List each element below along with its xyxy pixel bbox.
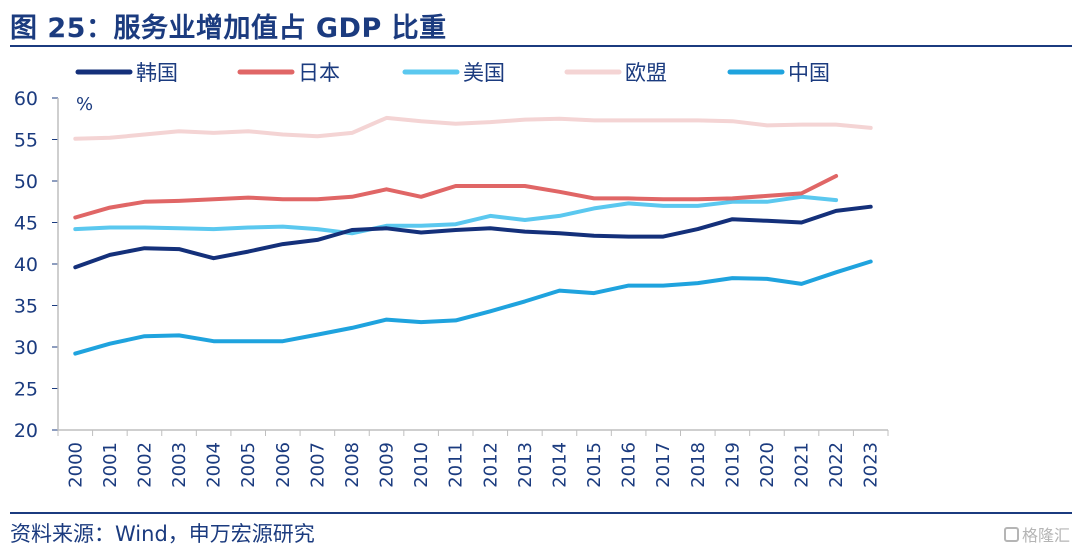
- x-tick-label: 2015: [584, 442, 605, 488]
- legend-label: 美国: [463, 61, 505, 85]
- x-tick-label: 2014: [549, 442, 570, 488]
- x-tick-label: 2008: [342, 442, 363, 488]
- title-divider: [10, 45, 1072, 47]
- y-tick-label: 45: [14, 213, 38, 235]
- legend-label: 欧盟: [625, 61, 667, 85]
- series-line-1: [73, 204, 873, 270]
- y-tick-label: 50: [14, 171, 38, 193]
- y-tick-label: 40: [14, 254, 38, 276]
- x-tick-label: 2001: [100, 442, 121, 488]
- x-tick-label: 2018: [688, 442, 709, 488]
- x-tick-label: 2010: [411, 442, 432, 488]
- x-tick-label: 2012: [480, 442, 501, 488]
- y-tick-label: 20: [14, 420, 38, 442]
- page-title: 图 25：服务业增加值占 GDP 比重: [10, 13, 447, 44]
- y-axis: 20 25 30 35 40 45 50 55 60: [14, 88, 59, 442]
- x-tick-label: 2005: [238, 442, 259, 488]
- x-tick-label: 2009: [377, 442, 398, 488]
- x-tick-label: 2007: [307, 442, 328, 488]
- x-tick-label: 2003: [169, 442, 190, 488]
- watermark-logo-icon: [1003, 526, 1019, 542]
- source-note: 资料来源：Wind，申万宏源研究: [10, 522, 315, 546]
- x-tick-label: 2011: [446, 442, 467, 488]
- x-tick-label: 2013: [515, 442, 536, 488]
- y-axis-unit-label: %: [76, 94, 93, 115]
- y-tick-label: 60: [14, 88, 38, 110]
- legend-label: 日本: [298, 61, 340, 85]
- y-tick-label: 25: [14, 379, 38, 401]
- x-axis: 2000 2001 2002 2003 2004 2005 2006 2007 2008 2009…: [57, 429, 889, 488]
- x-tick-label: 2019: [722, 442, 743, 488]
- x-tick-label: 2006: [273, 442, 294, 488]
- x-tick-label: 2023: [861, 442, 882, 488]
- watermark: 格隆汇: [1003, 522, 1070, 546]
- y-tick-label: 30: [14, 337, 38, 359]
- series-line-3: [73, 194, 839, 236]
- series-line-4: [73, 115, 873, 141]
- y-tick-label: 35: [14, 296, 38, 318]
- x-tick-label: 2022: [826, 442, 847, 488]
- x-tick-label: 2000: [65, 442, 86, 488]
- x-tick-label: 2016: [619, 442, 640, 488]
- legend-label: 中国: [788, 61, 830, 85]
- series-line-5: [73, 259, 873, 356]
- series-line-2: [73, 174, 839, 220]
- legend-label: 韩国: [136, 61, 178, 85]
- x-tick-label: 2021: [792, 442, 813, 488]
- watermark-text: 格隆汇: [1021, 526, 1070, 545]
- series-lines: [73, 115, 873, 356]
- footer-divider: [10, 512, 1072, 514]
- x-tick-label: 2002: [134, 442, 155, 488]
- chart-legend: 韩国 日本 美国 欧盟 中国: [75, 61, 830, 85]
- x-tick-label: 2017: [653, 442, 674, 488]
- x-tick-label: 2020: [757, 442, 778, 488]
- y-tick-label: 55: [14, 130, 38, 152]
- x-tick-label: 2004: [204, 442, 225, 488]
